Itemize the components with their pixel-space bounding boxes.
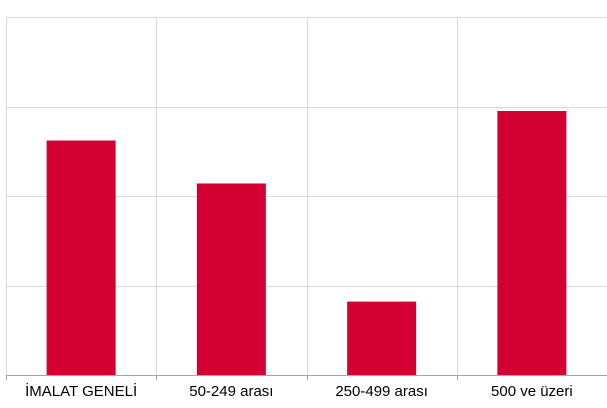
bar [46,140,116,375]
axes [6,17,607,380]
x-tick-label: 50-249 arası [189,383,273,400]
bar [347,301,417,375]
x-tick-label: 500 ve üzeri [491,383,573,400]
bar [196,183,266,375]
x-tick-label: İMALAT GENELİ [25,382,137,400]
x-tick-label: 250-499 arası [335,383,428,400]
category-labels: İMALAT GENELİ 50-249 arası 250-499 arası 50… [25,382,573,400]
bars [46,110,567,375]
bar [497,110,567,375]
